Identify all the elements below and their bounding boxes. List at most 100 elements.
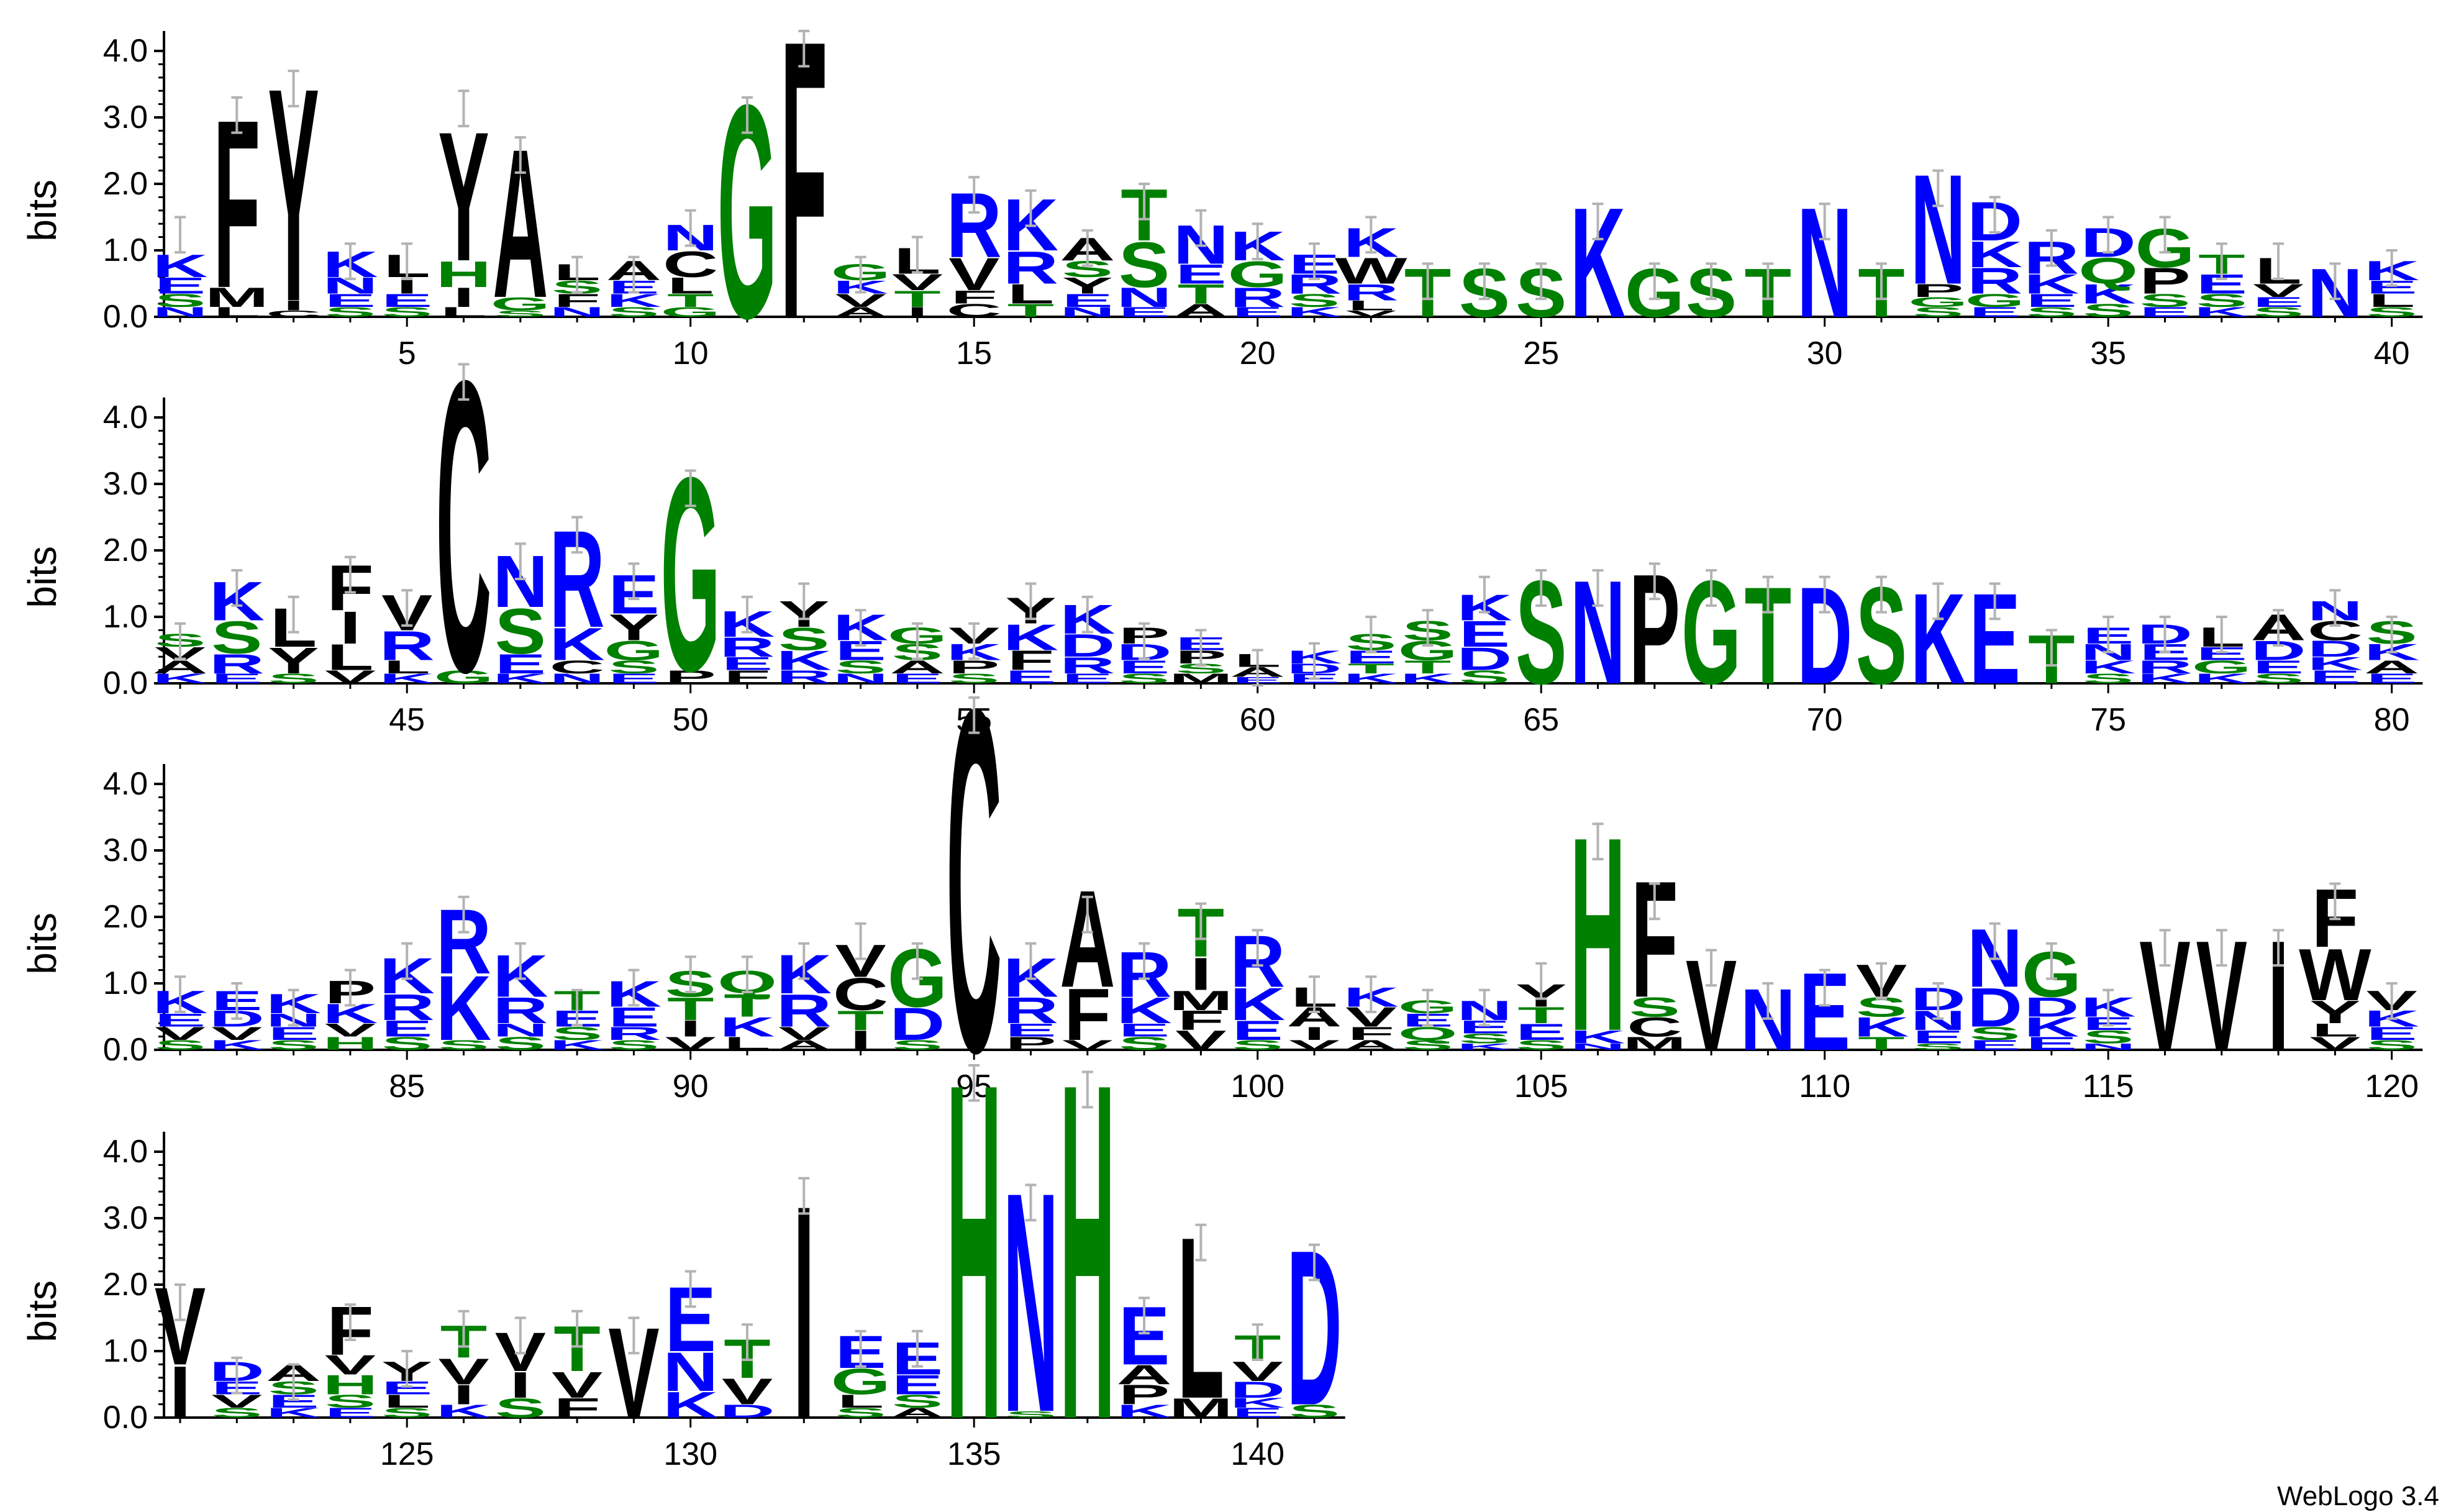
logo-letter-V-pos-13: V	[835, 290, 886, 311]
logo-letter-S-pos-134: S	[892, 1391, 943, 1411]
logo-letter-D-pos-131: D	[719, 1401, 775, 1422]
logo-letter-A-pos-92: A	[776, 1037, 832, 1053]
y-tick-label: 2.0	[103, 1267, 148, 1303]
logo-letter-S-pos-83: S	[268, 1037, 319, 1053]
logo-letter-S-pos-100: S	[1232, 1037, 1283, 1053]
logo-letter-E-pos-89: E	[608, 1001, 659, 1032]
logo-letter-S-pos-1: S	[155, 290, 206, 311]
y-tick-label: 1.0	[103, 1333, 148, 1369]
x-tick-label: 65	[1523, 702, 1559, 738]
logo-letter-K-pos-9: K	[606, 290, 661, 311]
logo-letter-V-pos-81: V	[155, 1023, 206, 1044]
logo-letter-Y-pos-6: Y	[438, 94, 489, 300]
logo-letter-E-pos-81: E	[155, 1010, 206, 1031]
logo-letter-V-pos-124: V	[325, 1349, 376, 1380]
logo-letter-K-pos-77: K	[2194, 671, 2249, 686]
x-tick-label: 5	[398, 335, 416, 371]
logo-letter-K-pos-62: K	[1343, 671, 1399, 686]
x-tick-label: 10	[673, 335, 709, 371]
logo-letter-I-pos-44: I	[340, 602, 361, 654]
logo-letter-F-pos-99: F	[1178, 1005, 1224, 1036]
logo-letter-V-pos-119: V	[2309, 1034, 2361, 1054]
logo-letter-S-pos-88: S	[552, 1023, 602, 1044]
logo-letter-T-pos-111: T	[1858, 1034, 1904, 1054]
logo-letter-M-pos-99: M	[1169, 985, 1233, 1016]
logo-letter-E-pos-34: E	[2026, 290, 2077, 311]
logo-letter-V-pos-14: V	[892, 270, 943, 296]
logo-letter-S-pos-38: S	[2253, 304, 2304, 320]
logo-letter-E-pos-64: E	[1459, 613, 1510, 655]
x-tick-label: 40	[2374, 335, 2410, 371]
logo-letter-R-pos-45: R	[380, 623, 435, 670]
x-tick-label: 115	[2083, 1068, 2134, 1104]
logo-letter-K-pos-104: K	[1457, 1041, 1512, 1052]
logo-letter-T-pos-62: T	[1348, 661, 1394, 676]
logo-letter-I-pos-121: I	[170, 1350, 191, 1433]
logo-letter-K-pos-79: K	[2307, 654, 2363, 674]
logo-letter-H-pos-135: H	[947, 984, 1002, 1501]
logo-letter-I-pos-127: I	[510, 1364, 531, 1406]
logo-letter-K-pos-98: K	[1117, 990, 1172, 1031]
logo-letter-S-pos-49: S	[608, 657, 659, 677]
logo-letter-E-pos-49: E	[608, 671, 659, 686]
logo-letter-S-pos-21: S	[1289, 290, 1340, 311]
logo-letter-K-pos-91: K	[719, 1011, 775, 1042]
x-tick-label: 30	[1807, 335, 1843, 371]
logo-letter-S-pos-78: S	[2253, 671, 2304, 686]
logo-letter-L-pos-44: L	[327, 637, 373, 678]
y-tick-label: 4.0	[103, 399, 148, 435]
logo-letter-L-pos-133: L	[837, 1391, 884, 1411]
logo-letter-S-pos-18: S	[1119, 229, 1170, 301]
logo-letter-S-pos-87: S	[495, 1034, 546, 1054]
logo-letter-S-pos-122: S	[211, 1405, 262, 1421]
logo-letter-K-pos-86: K	[436, 956, 491, 1059]
logo-letter-E-pos-110: E	[1799, 950, 1850, 1074]
logo-letter-G-pos-10: G	[661, 304, 721, 320]
logo-letter-Y-pos-43: Y	[268, 640, 319, 681]
y-tick-label: 0.0	[103, 1400, 148, 1436]
logo-letter-C-pos-107: C	[1627, 1011, 1682, 1042]
logo-letter-R-pos-20: R	[1230, 282, 1285, 313]
logo-letter-E-pos-54: E	[892, 671, 943, 686]
y-tick-label: 3.0	[103, 832, 148, 868]
x-tick-label: 140	[1230, 1436, 1284, 1472]
logo-letter-E-pos-80: E	[2366, 671, 2417, 686]
logo-letter-S-pos-47: S	[495, 596, 546, 668]
logo-letter-C-pos-15: C	[947, 301, 1002, 321]
logo-letter-V-pos-38: V	[2253, 280, 2304, 301]
logo-letter-Y-pos-49: Y	[608, 607, 659, 649]
x-tick-label: 70	[1807, 702, 1843, 738]
logo-letter-V-pos-140: V	[1232, 1356, 1283, 1387]
logo-letter-D-pos-140: D	[1230, 1377, 1285, 1403]
x-tick-label: 60	[1240, 702, 1276, 738]
logo-letter-E-pos-96: E	[1005, 1020, 1056, 1041]
logo-letter-F-pos-97: F	[1064, 973, 1111, 1055]
logo-letter-L-pos-22: L	[1348, 298, 1394, 313]
logo-letter-E-pos-36: E	[2139, 304, 2190, 320]
logo-letter-E-pos-33: E	[1969, 304, 2020, 320]
logo-letter-P-pos-36: P	[2139, 260, 2190, 302]
logo-letter-V-pos-99: V	[1175, 1025, 1226, 1056]
logo-letter-S-pos-58: S	[1119, 671, 1170, 686]
logo-letter-T-pos-10: T	[667, 290, 714, 311]
logo-letter-V-pos-22: V	[1345, 308, 1397, 319]
logo-letter-E-pos-85: E	[381, 1016, 432, 1042]
logo-letter-K-pos-63: K	[1400, 671, 1455, 686]
logo-letter-L-pos-91: L	[724, 1034, 770, 1054]
logo-letter-S-pos-136: S	[1005, 1409, 1056, 1419]
logo-letter-S-pos-52: S	[778, 621, 829, 657]
x-tick-label: 45	[389, 702, 425, 738]
y-axis-title: bits	[20, 1280, 65, 1342]
logo-letter-G-pos-7: G	[491, 294, 550, 314]
logo-letter-V-pos-122: V	[211, 1391, 263, 1411]
logo-letter-G-pos-33: G	[1965, 290, 2025, 311]
logo-letter-E-pos-47: E	[495, 649, 546, 680]
logo-letter-W-pos-119: W	[2299, 933, 2371, 1016]
logo-letter-K-pos-56: K	[1003, 617, 1058, 658]
logo-letter-V-pos-44: V	[325, 667, 376, 688]
logo-letter-H-pos-137: H	[1060, 984, 1115, 1501]
logo-letter-E-pos-1: E	[155, 273, 206, 299]
logo-letter-G-pos-133: G	[831, 1361, 891, 1403]
y-tick-label: 2.0	[103, 532, 148, 568]
logo-letter-N-pos-106: N	[1570, 1041, 1625, 1052]
